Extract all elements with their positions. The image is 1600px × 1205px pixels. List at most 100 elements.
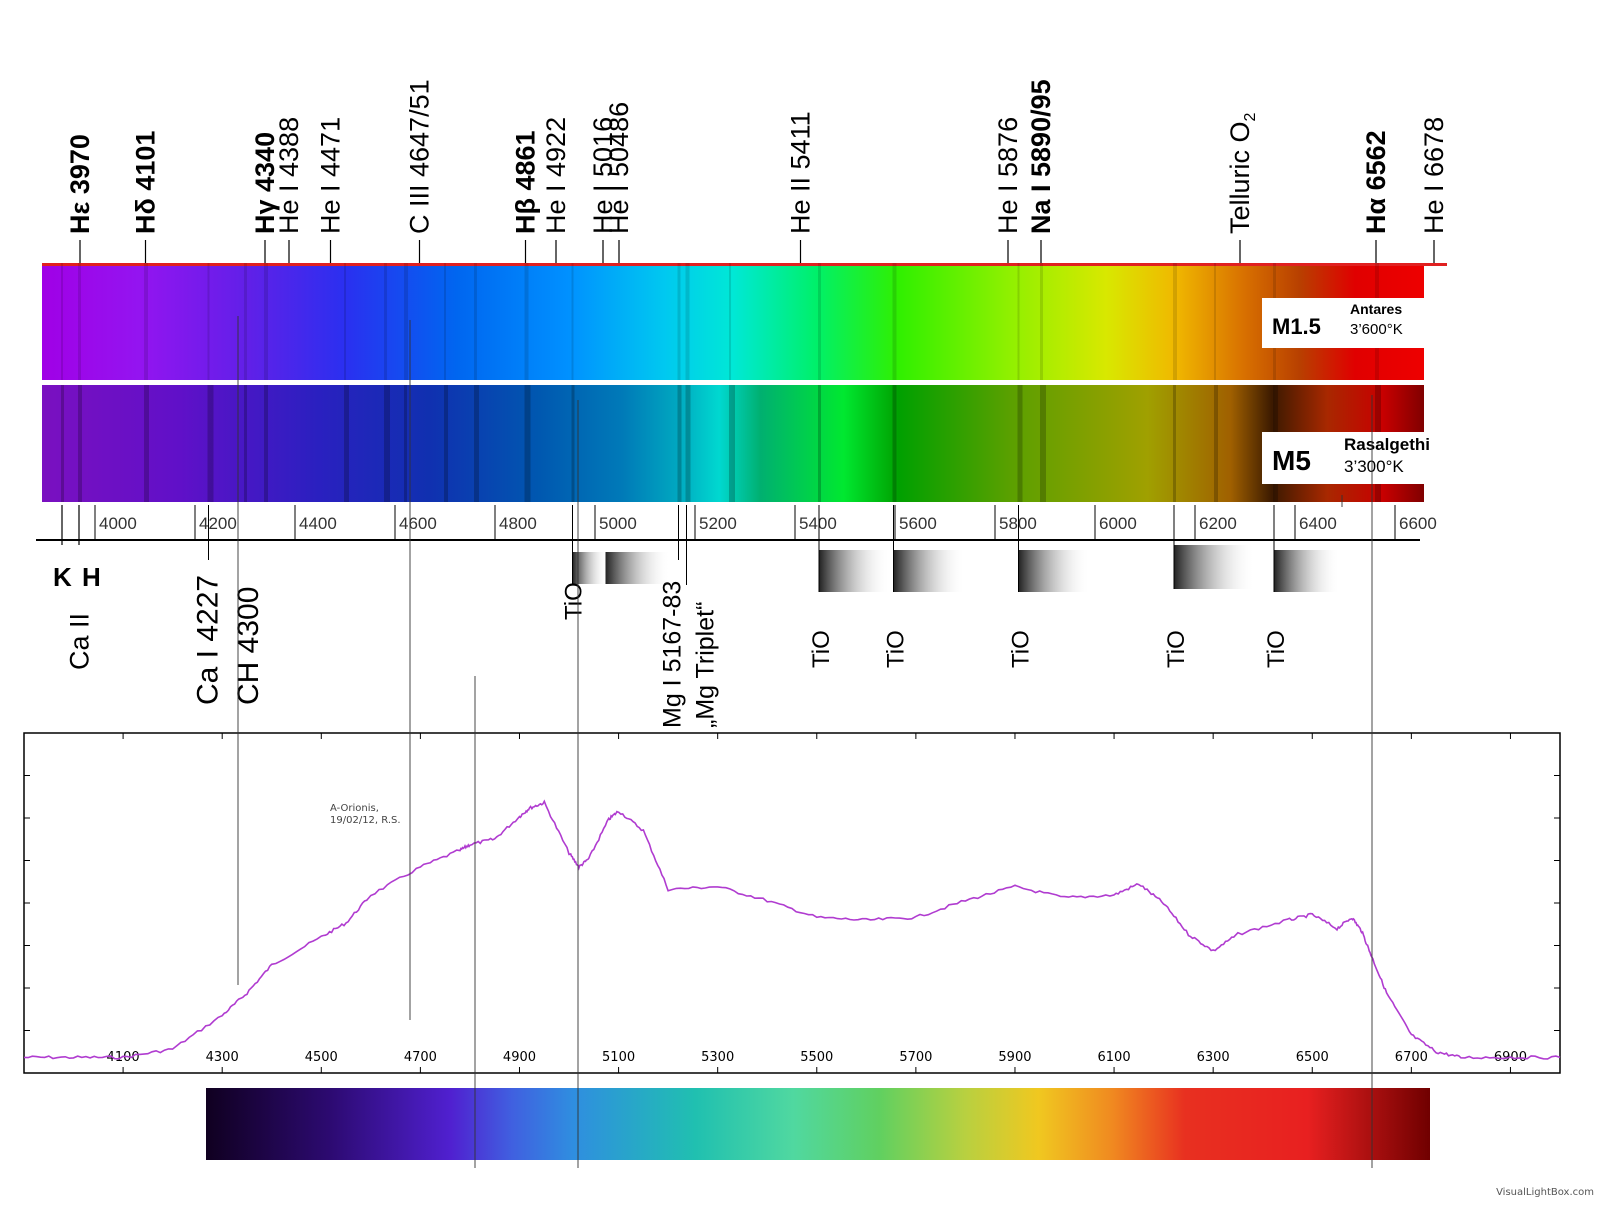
upper-tick-label: 4200 [199,514,237,533]
absorption-label: „Mg Triplet“ [692,602,720,728]
band-stripe [729,263,731,380]
emission-line-label: He I 4388 [274,117,304,234]
plot-x-tick-label: 6100 [1098,1050,1131,1065]
spectral-class: M5 [1272,445,1311,476]
band-stripe [444,385,448,502]
plot-x-tick-label: 4100 [107,1050,140,1065]
band-stripe [1214,385,1218,502]
upper-tick-label: 6000 [1099,514,1137,533]
plot-x-tick-label: 5300 [701,1050,734,1065]
plot-x-tick-label: 5700 [899,1050,932,1065]
plot-x-tick-label: 5500 [800,1050,833,1065]
top-red-rule [42,263,1447,266]
star-name: Antares [1350,301,1402,317]
plot-x-tick-label: 5100 [602,1050,635,1065]
band-stripe [818,385,821,502]
emission-line-14: Hα 6562 [1361,130,1391,263]
band-stripe [244,263,247,380]
band-stripe [474,385,479,502]
tio-gradient [893,550,965,592]
band-stripe [384,385,390,502]
band-stripe [404,385,407,502]
tio-band-1: TiO [808,505,890,668]
absorption-label: CH 4300 [232,587,265,705]
reference-color-strip [206,1088,1430,1160]
plot-x-tick-label: 4900 [503,1050,536,1065]
band-stripe [207,385,214,502]
tio-gradient [1174,545,1255,589]
band-stripe [61,385,64,502]
emission-line-label: He I 5016 [588,117,618,234]
emission-line-label: Na I 5890/95 [1026,79,1056,234]
band-stripe [344,385,349,502]
emission-line-label: He I 4922 [541,117,571,234]
upper-tick-label: 5200 [699,514,737,533]
absorption-label: K [53,562,72,592]
tio-band-4: TiO [1163,505,1255,668]
band-stripe [677,263,681,380]
absorption-label: Ca II [65,613,95,670]
band-label-box [1262,432,1442,484]
band-stripe [892,263,897,380]
band-stripe [1017,385,1023,502]
band-stripe [524,385,531,502]
plot-annotation-line-1: A-Orionis, [330,803,379,814]
band-stripe [1214,263,1216,380]
tio-label: TiO [1008,630,1035,668]
emission-line-2: Hγ 4340 [250,132,280,263]
band-stripe [444,263,446,380]
band-stripe [244,385,247,502]
emission-line-8: He I 5016 [588,117,618,263]
band-stripe [571,385,575,502]
band-stripe [384,263,387,380]
band-stripe [264,385,268,502]
upper-tick-label: 5800 [999,514,1037,533]
band-stripe [677,385,682,502]
tio-label: TiO [883,630,910,668]
emission-line-9: He I 50486 [604,102,634,263]
band-stripe [207,263,210,380]
tio-gradient [1018,550,1090,592]
guide-lines [237,316,1373,1168]
band-absorption-stripes [61,263,1381,502]
tio-band-2: TiO [883,505,965,668]
band-label-antares: M1.5 Antares 3’600°K [1262,298,1442,348]
emission-line-15: He I 6678 [1419,117,1449,263]
plot-x-tick-label: 6300 [1197,1050,1230,1065]
emission-line-7: He I 4922 [541,117,571,263]
absorption-label: Mg I 5167-83 [659,581,687,728]
tio-band-0: TiO [561,505,670,620]
emission-line-label: Hγ 4340 [250,132,280,234]
emission-line-4: He I 4471 [316,117,346,263]
band-stripe [1017,263,1020,380]
series-line [23,799,1561,1060]
upper-tick-label: 4600 [399,514,437,533]
tio-band-3: TiO [1008,505,1090,668]
emission-line-label: He I 4471 [316,117,346,234]
spectral-class: M1.5 [1272,314,1321,339]
emission-line-10: He II 5411 [786,111,816,263]
emission-line-label: Hδ 4101 [131,131,161,234]
band-stripe [78,263,81,380]
band-stripe [404,263,408,380]
band-stripe [144,263,148,380]
emission-line-0: Hε 3970 [65,134,95,263]
band-stripe [685,385,691,502]
band-stripe [1173,263,1177,380]
band-stripe [685,263,690,380]
band-stripe [571,263,574,380]
band-stripe [61,263,63,380]
band-stripe [729,385,735,502]
emission-line-label: Hα 6562 [1361,130,1391,234]
emission-line-13: Telluric O2 [1225,112,1259,263]
tio-gradient [605,552,670,584]
emission-line-label: Telluric O2 [1225,112,1259,234]
absorption-label: H [82,562,101,592]
plot-annotation-line-2: 19/02/12, R.S. [330,815,401,826]
emission-line-label: He I 5876 [993,117,1023,234]
plot-x-tick-label: 6700 [1395,1050,1428,1065]
emission-line-label: C III 4647/51 [405,79,435,234]
upper-tick-label: 4000 [99,514,137,533]
plot-x-tick-label: 4700 [404,1050,437,1065]
